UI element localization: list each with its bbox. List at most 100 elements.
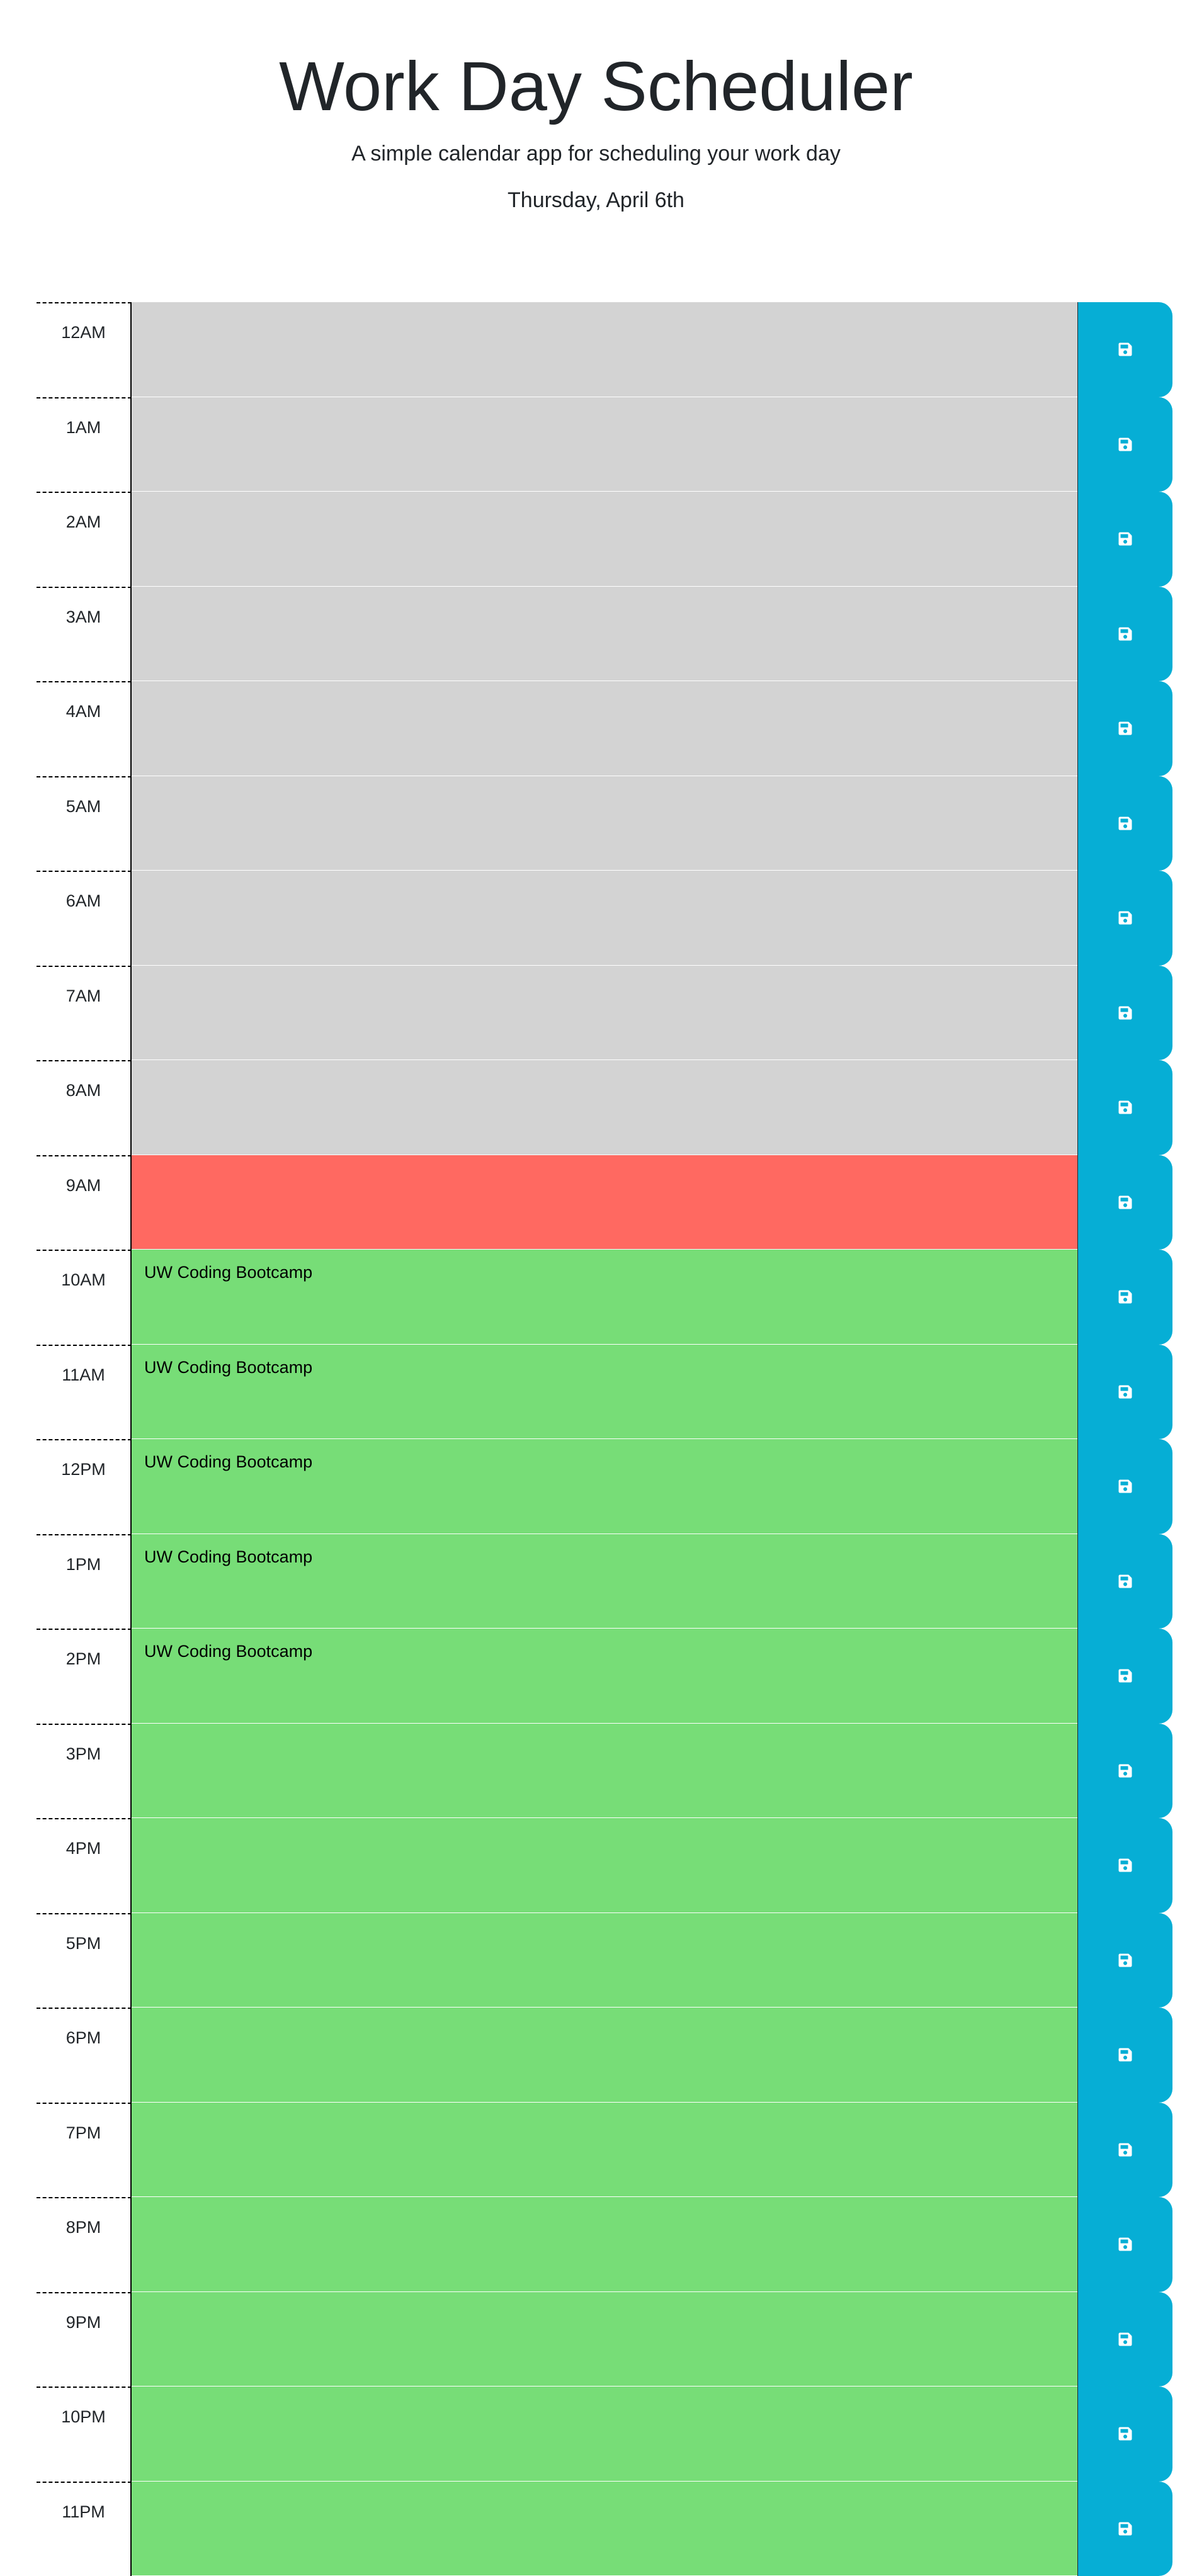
time-block-12am: 12AM [37,302,1172,397]
time-block-9am: 9AM [37,1155,1172,1250]
event-description-input[interactable] [132,586,1077,681]
hour-label: 8PM [37,2197,132,2292]
page-title: Work Day Scheduler [279,48,913,125]
time-block-1pm: 1PM UW Coding Bootcamp [37,1534,1172,1629]
event-description-input[interactable]: UW Coding Bootcamp [132,1534,1077,1629]
save-button[interactable] [1077,302,1172,397]
event-description-input[interactable] [132,2197,1077,2292]
save-button[interactable] [1077,1439,1172,1534]
hour-label: 1PM [37,1534,132,1629]
save-button[interactable] [1077,1344,1172,1439]
event-description-input[interactable]: UW Coding Bootcamp [132,1439,1077,1534]
event-description-input[interactable] [132,1912,1077,2008]
event-description-input[interactable]: UW Coding Bootcamp [132,1344,1077,1439]
hour-label: 5AM [37,776,132,871]
floppy-disk-icon [1118,1100,1133,1115]
time-block-1am: 1AM [37,397,1172,492]
floppy-disk-icon [1118,2521,1133,2536]
time-block-10am: 10AM UW Coding Bootcamp [37,1250,1172,1345]
save-button[interactable] [1077,586,1172,681]
time-block-9pm: 9PM [37,2291,1172,2387]
floppy-disk-icon [1118,1289,1133,1304]
hour-label: 8AM [37,1060,132,1155]
event-description-input[interactable] [132,1818,1077,1913]
event-description-input[interactable] [132,2291,1077,2387]
save-button[interactable] [1077,2102,1172,2197]
event-description-input[interactable] [132,2481,1077,2576]
event-description-input[interactable] [132,776,1077,871]
floppy-disk-icon [1118,1763,1133,1778]
floppy-disk-icon [1118,2426,1133,2441]
hour-label: 4AM [37,681,132,776]
save-button[interactable] [1077,2481,1172,2576]
save-button[interactable] [1077,492,1172,587]
save-button[interactable] [1077,871,1172,966]
floppy-disk-icon [1118,437,1133,452]
save-button[interactable] [1077,1534,1172,1629]
save-button[interactable] [1077,2387,1172,2482]
floppy-disk-icon [1118,1858,1133,1873]
save-button[interactable] [1077,965,1172,1060]
hour-label: 6AM [37,871,132,966]
page-header: Work Day Scheduler A simple calendar app… [0,0,1192,253]
time-block-3am: 3AM [37,586,1172,681]
save-button[interactable] [1077,1912,1172,2008]
time-block-4am: 4AM [37,681,1172,776]
hour-label: 1AM [37,397,132,492]
save-button[interactable] [1077,681,1172,776]
hour-label: 6PM [37,2008,132,2103]
time-block-8am: 8AM [37,1060,1172,1155]
time-block-6am: 6AM [37,871,1172,966]
floppy-disk-icon [1118,816,1133,831]
floppy-disk-icon [1118,1953,1133,1968]
event-description-input[interactable] [132,2387,1077,2482]
save-button[interactable] [1077,1629,1172,1724]
save-button[interactable] [1077,1060,1172,1155]
save-button[interactable] [1077,1723,1172,1818]
floppy-disk-icon [1118,2332,1133,2347]
event-description-input[interactable] [132,2102,1077,2197]
event-description-input[interactable]: UW Coding Bootcamp [132,1250,1077,1345]
hour-label: 7PM [37,2102,132,2197]
floppy-disk-icon [1118,1005,1133,1020]
event-description-input[interactable] [132,2008,1077,2103]
time-block-10pm: 10PM [37,2387,1172,2482]
event-description-input[interactable] [132,302,1077,397]
save-button[interactable] [1077,2008,1172,2103]
floppy-disk-icon [1118,342,1133,357]
save-button[interactable] [1077,1155,1172,1250]
event-description-input[interactable] [132,681,1077,776]
event-description-input[interactable] [132,492,1077,587]
hour-label: 2AM [37,492,132,587]
page-subtitle: A simple calendar app for scheduling you… [351,142,841,166]
save-button[interactable] [1077,776,1172,871]
hour-label: 9AM [37,1155,132,1250]
event-description-input[interactable] [132,1723,1077,1818]
event-description-input[interactable]: UW Coding Bootcamp [132,1629,1077,1724]
floppy-disk-icon [1118,2142,1133,2157]
hour-label: 10PM [37,2387,132,2482]
save-button[interactable] [1077,2197,1172,2292]
event-description-input[interactable] [132,1155,1077,1250]
save-button[interactable] [1077,397,1172,492]
hour-label: 4PM [37,1818,132,1913]
hour-label: 12AM [37,302,132,397]
save-button[interactable] [1077,1250,1172,1345]
event-description-input[interactable] [132,871,1077,966]
time-block-3pm: 3PM [37,1723,1172,1818]
hour-label: 5PM [37,1912,132,2008]
floppy-disk-icon [1118,1195,1133,1210]
hour-label: 7AM [37,965,132,1060]
time-block-2pm: 2PM UW Coding Bootcamp [37,1629,1172,1724]
save-button[interactable] [1077,1818,1172,1913]
event-description-input[interactable] [132,397,1077,492]
time-block-7pm: 7PM [37,2102,1172,2197]
save-button[interactable] [1077,2291,1172,2387]
floppy-disk-icon [1118,2237,1133,2252]
hour-label: 3PM [37,1723,132,1818]
floppy-disk-icon [1118,1668,1133,1683]
event-description-input[interactable] [132,965,1077,1060]
time-block-11am: 11AM UW Coding Bootcamp [37,1344,1172,1439]
time-block-11pm: 11PM [37,2481,1172,2576]
event-description-input[interactable] [132,1060,1077,1155]
